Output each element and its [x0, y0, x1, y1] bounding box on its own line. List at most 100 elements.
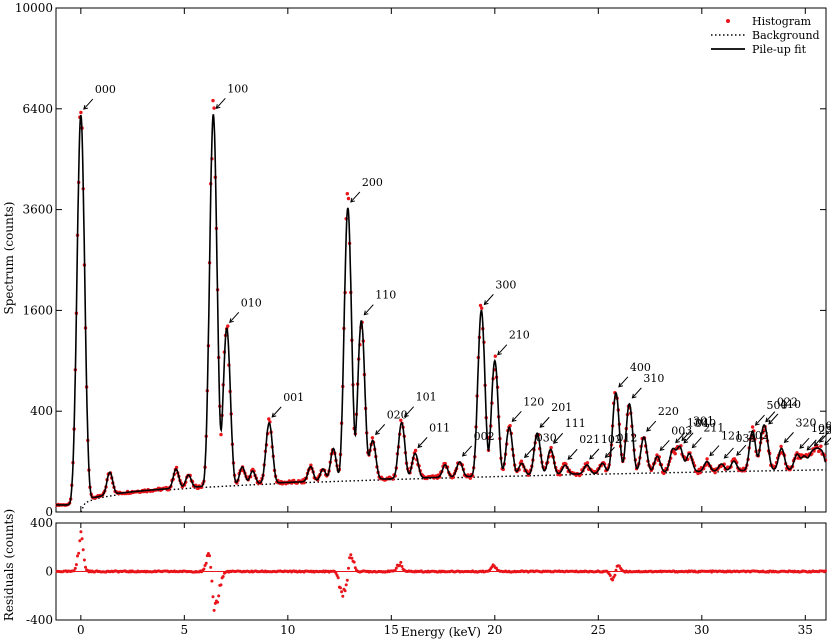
y-tick-label: 6400	[22, 102, 53, 116]
y-tick-label: 10000	[15, 1, 53, 15]
residual-point	[77, 551, 81, 555]
residual-point	[84, 565, 87, 569]
peak-arrow-head	[723, 453, 729, 459]
peak-arrow	[497, 344, 508, 356]
histogram-point	[705, 457, 709, 461]
peak-arrow	[784, 432, 794, 443]
histogram-point	[267, 417, 271, 421]
peak-label: 000	[95, 83, 116, 96]
peak-label: 012	[616, 431, 637, 444]
peak-arrow	[659, 439, 670, 451]
peak-label: 021	[579, 433, 600, 446]
y-tick-label: 0	[45, 505, 53, 519]
peak-label: 100	[227, 82, 248, 95]
peak-label: 101	[416, 391, 437, 404]
residual-point	[341, 594, 345, 598]
peak-arrow	[553, 432, 564, 444]
histogram-point	[673, 452, 677, 456]
peak-label: 320	[795, 416, 816, 429]
peak-arrow	[768, 413, 779, 425]
residual-point	[212, 608, 216, 612]
residual-point	[398, 563, 402, 567]
residual-point	[345, 578, 349, 582]
residual-point	[350, 556, 354, 560]
peak-arrow-head	[483, 300, 489, 306]
peak-arrow-head	[539, 423, 545, 428]
peak-label: 111	[565, 417, 586, 430]
peak-label: 300	[495, 278, 516, 291]
histogram-point	[819, 444, 823, 448]
peak-arrow	[683, 432, 694, 444]
residual-point	[336, 576, 340, 580]
peak-arrow	[631, 387, 642, 399]
residual-point	[611, 578, 615, 582]
residual-point	[82, 558, 86, 562]
residual-point	[824, 569, 827, 573]
peak-label: 410	[780, 398, 801, 411]
peak-arrow	[271, 406, 282, 418]
peak-label: 400	[630, 361, 651, 374]
resid-y-tick-label: 0	[45, 565, 53, 579]
peak-arrow	[589, 448, 600, 460]
peak-arrow	[724, 447, 734, 459]
peak-label: 011	[429, 421, 450, 434]
histogram-point	[174, 465, 179, 470]
y-tick-label: 400	[30, 404, 53, 418]
peak-label: 201	[551, 401, 572, 414]
peak-arrow	[363, 304, 374, 316]
peak-label: 031	[735, 432, 756, 445]
peak-arrow	[709, 445, 720, 456]
peak-arrow	[806, 439, 817, 451]
peak-arrow-head	[768, 419, 774, 425]
peak-arrow-head	[83, 104, 88, 110]
histogram-point	[750, 425, 755, 429]
peak-arrow	[765, 411, 776, 422]
residual-point	[72, 569, 76, 573]
peak-label: 220	[658, 405, 679, 418]
peak-arrow	[646, 420, 657, 432]
residual-point	[352, 560, 356, 564]
peak-label: 022	[777, 396, 798, 409]
peak-arrow-head	[631, 393, 637, 399]
peak-arrow-head	[709, 451, 715, 457]
peak-label: 202	[748, 429, 769, 442]
peak-arrow	[814, 435, 824, 446]
peak-arrow	[675, 432, 686, 443]
peak-arrow-head	[271, 412, 277, 418]
peak-arrow	[681, 430, 692, 441]
legend-histogram-label: Histogram	[752, 15, 812, 28]
peak-arrow-head	[754, 420, 760, 426]
x-tick-label: 20	[487, 623, 502, 637]
peak-arrow-head	[818, 437, 824, 443]
peak-arrow-head	[604, 453, 610, 458]
residual-point	[348, 556, 352, 560]
histogram-point	[713, 470, 717, 475]
y-axis-label-residuals: Residuals (counts)	[2, 509, 16, 621]
peak-arrow-head	[461, 451, 467, 457]
peak-label: 500	[767, 399, 788, 412]
residual-point	[210, 579, 214, 583]
histogram-point	[585, 461, 590, 465]
peak-arrow-head	[524, 453, 529, 459]
peak-arrow	[819, 431, 830, 443]
residual-point	[206, 552, 210, 555]
x-tick-label: 35	[798, 623, 813, 637]
resid-y-tick-label: 400	[30, 516, 53, 530]
residual-point	[608, 574, 612, 577]
peak-arrow-head	[497, 350, 502, 356]
histogram-point	[779, 444, 783, 449]
peak-arrow-head	[403, 412, 409, 418]
peak-label: 200	[362, 176, 383, 189]
peak-label: 102	[601, 433, 622, 446]
resid-y-tick-label: -400	[26, 613, 53, 627]
residual-point	[617, 564, 621, 568]
x-tick-label: 25	[591, 623, 606, 637]
residual-point	[334, 571, 338, 575]
histogram-point	[212, 106, 216, 110]
legend-histogram-marker	[726, 19, 730, 23]
residual-point	[74, 563, 78, 567]
residual-point	[400, 565, 404, 568]
residual-point	[204, 561, 208, 565]
residual-point	[347, 566, 350, 570]
